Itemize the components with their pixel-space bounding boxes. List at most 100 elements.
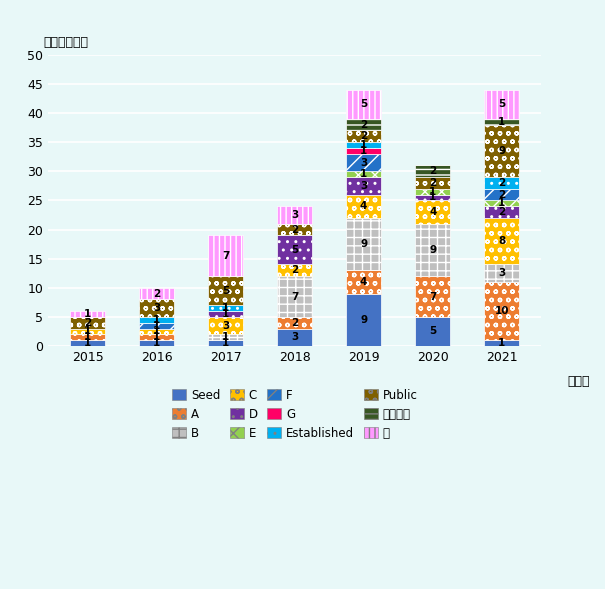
Bar xyxy=(70,329,105,335)
Bar xyxy=(70,335,105,340)
Bar xyxy=(347,177,381,194)
Text: 1: 1 xyxy=(498,338,505,348)
Bar xyxy=(208,305,243,311)
Bar xyxy=(485,188,519,200)
Bar xyxy=(208,276,243,305)
Text: 1: 1 xyxy=(84,309,91,319)
Text: 1: 1 xyxy=(498,117,505,127)
Bar xyxy=(416,166,450,177)
Text: 7: 7 xyxy=(222,251,229,261)
Text: 1: 1 xyxy=(429,187,436,197)
Text: 1: 1 xyxy=(360,140,367,150)
Text: 1: 1 xyxy=(84,332,91,342)
Bar xyxy=(208,317,243,335)
Text: 1: 1 xyxy=(153,315,160,325)
Text: 1: 1 xyxy=(360,169,367,179)
Bar xyxy=(416,188,450,194)
Text: 4: 4 xyxy=(429,207,436,217)
Bar xyxy=(70,311,105,317)
Bar xyxy=(347,131,381,142)
Bar xyxy=(208,335,243,340)
Text: 2: 2 xyxy=(291,265,298,275)
Text: 1: 1 xyxy=(222,309,229,319)
Text: 3: 3 xyxy=(291,210,298,220)
Bar xyxy=(416,317,450,346)
Bar xyxy=(485,119,519,125)
Text: 9: 9 xyxy=(360,239,367,249)
Bar xyxy=(347,142,381,148)
Text: 2: 2 xyxy=(153,289,160,299)
Bar xyxy=(416,276,450,317)
Text: 3: 3 xyxy=(291,332,298,342)
Bar xyxy=(278,224,312,236)
Text: 5: 5 xyxy=(222,286,229,296)
Text: 2: 2 xyxy=(291,224,298,234)
Text: 2: 2 xyxy=(360,131,367,141)
Text: 3: 3 xyxy=(153,303,160,313)
Text: 3: 3 xyxy=(360,181,367,191)
Bar xyxy=(278,236,312,264)
Bar xyxy=(485,282,519,340)
Bar xyxy=(416,224,450,276)
Text: 2: 2 xyxy=(360,120,367,130)
Bar xyxy=(347,154,381,171)
Text: 2: 2 xyxy=(498,190,505,200)
Text: 2: 2 xyxy=(429,178,436,188)
Bar xyxy=(485,218,519,264)
Bar xyxy=(278,276,312,317)
Text: 9: 9 xyxy=(498,146,505,156)
Bar xyxy=(485,177,519,188)
Bar xyxy=(485,125,519,177)
Text: 2: 2 xyxy=(291,317,298,327)
Text: 3: 3 xyxy=(360,157,367,167)
Text: （年）: （年） xyxy=(567,375,590,388)
Text: 5: 5 xyxy=(429,326,436,336)
Text: 5: 5 xyxy=(291,245,298,255)
Text: 8: 8 xyxy=(498,236,505,246)
Text: 1: 1 xyxy=(429,193,436,203)
Text: 9: 9 xyxy=(429,245,436,255)
Bar xyxy=(485,264,519,282)
Text: 2: 2 xyxy=(498,178,505,188)
Bar xyxy=(208,236,243,276)
Bar xyxy=(139,323,174,329)
Text: 1: 1 xyxy=(222,338,229,348)
Text: 3: 3 xyxy=(498,268,505,278)
Bar xyxy=(347,171,381,177)
Bar xyxy=(208,311,243,317)
Text: 7: 7 xyxy=(291,292,298,302)
Bar xyxy=(278,264,312,276)
Text: 9: 9 xyxy=(360,315,367,325)
Text: 3: 3 xyxy=(222,320,229,330)
Bar xyxy=(347,119,381,131)
Bar xyxy=(139,329,174,335)
Text: 1: 1 xyxy=(153,320,160,330)
Bar xyxy=(416,177,450,188)
Bar xyxy=(416,200,450,224)
Bar xyxy=(485,206,519,218)
Text: 4: 4 xyxy=(360,201,367,211)
Text: 4: 4 xyxy=(360,277,367,287)
Bar xyxy=(347,270,381,293)
Text: 1: 1 xyxy=(153,326,160,336)
Bar xyxy=(70,340,105,346)
Bar xyxy=(485,90,519,119)
Text: 1: 1 xyxy=(498,198,505,209)
Bar xyxy=(347,293,381,346)
Bar xyxy=(139,335,174,340)
Bar xyxy=(139,340,174,346)
Text: 1: 1 xyxy=(360,146,367,156)
Bar xyxy=(347,218,381,270)
Bar xyxy=(278,329,312,346)
Bar xyxy=(139,288,174,299)
Text: 2: 2 xyxy=(429,166,436,176)
Text: （単位：件）: （単位：件） xyxy=(43,36,88,49)
Text: 1: 1 xyxy=(153,338,160,348)
Text: 5: 5 xyxy=(360,100,367,110)
Text: 1: 1 xyxy=(153,332,160,342)
Bar xyxy=(485,200,519,206)
Text: 7: 7 xyxy=(429,292,436,302)
Bar xyxy=(278,206,312,224)
Bar xyxy=(139,317,174,323)
Bar xyxy=(139,299,174,317)
